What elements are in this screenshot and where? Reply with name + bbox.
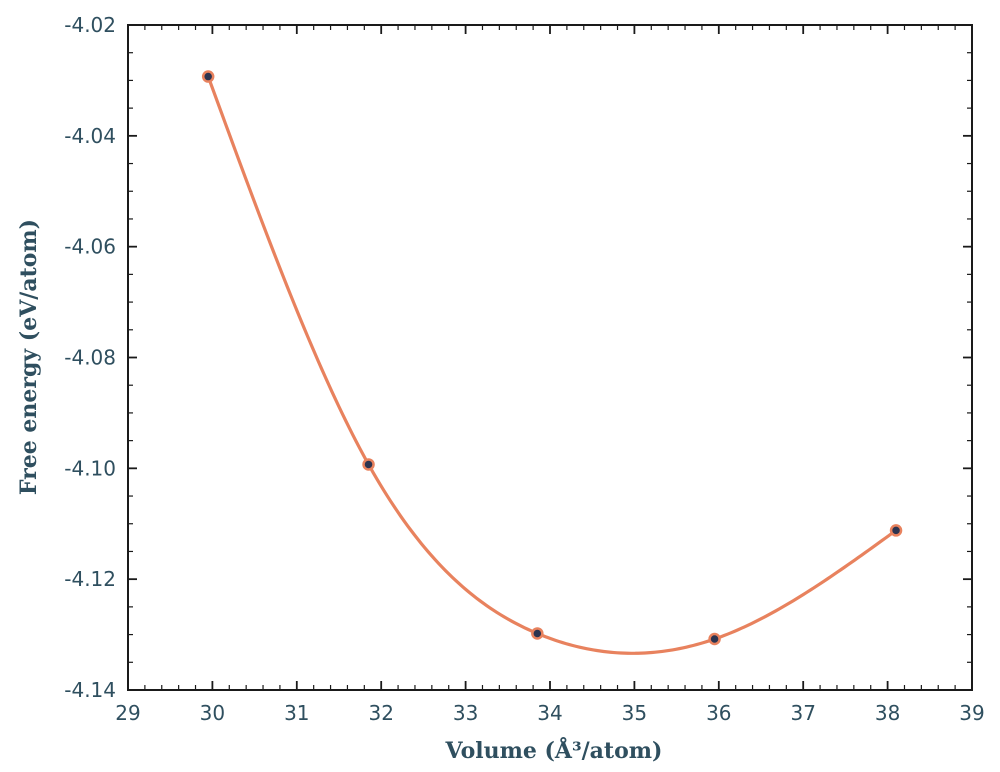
data-point bbox=[531, 627, 544, 640]
data-point bbox=[889, 524, 903, 537]
x-tick-label: 30 bbox=[200, 701, 225, 725]
y-tick-label: -4.12 bbox=[64, 567, 116, 591]
x-tick-label: 32 bbox=[368, 701, 393, 725]
data-point bbox=[201, 70, 215, 83]
y-tick-label: -4.04 bbox=[64, 124, 116, 148]
x-tick-label: 38 bbox=[875, 701, 900, 725]
y-tick-label: -4.14 bbox=[64, 678, 116, 702]
x-tick-label: 37 bbox=[790, 701, 815, 725]
axis-ticks bbox=[127, 24, 973, 691]
data-points bbox=[201, 70, 903, 646]
y-tick-labels: -4.02 -4.04 -4.06 -4.08 -4.10 -4.12 -4.14 bbox=[64, 13, 116, 702]
x-tick-labels: 29 30 31 32 33 34 35 36 37 38 39 bbox=[115, 701, 984, 725]
x-axis-title: Volume (Å³/atom) bbox=[445, 737, 663, 764]
x-tick-label: 39 bbox=[959, 701, 984, 725]
y-tick-label: -4.06 bbox=[64, 235, 116, 259]
x-tick-label: 34 bbox=[537, 701, 562, 725]
x-tick-label: 33 bbox=[453, 701, 478, 725]
data-point bbox=[708, 632, 721, 646]
y-axis-title: Free energy (eV/atom) bbox=[16, 219, 42, 495]
x-tick-label: 36 bbox=[706, 701, 731, 725]
x-tick-label: 29 bbox=[115, 701, 140, 725]
x-tick-label: 35 bbox=[622, 701, 647, 725]
fit-curve bbox=[206, 75, 897, 655]
x-tick-label: 31 bbox=[284, 701, 309, 725]
data-point bbox=[362, 458, 375, 471]
plot-area bbox=[127, 24, 973, 691]
y-tick-label: -4.10 bbox=[64, 456, 116, 480]
y-tick-label: -4.08 bbox=[64, 346, 116, 370]
y-tick-label: -4.02 bbox=[64, 13, 116, 37]
